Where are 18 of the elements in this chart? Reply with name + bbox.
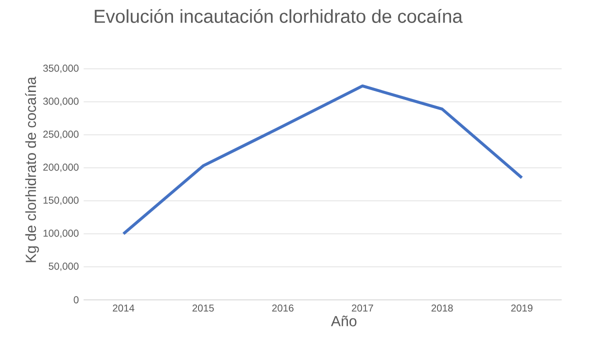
y-tick-label: 0	[74, 296, 79, 304]
y-tick-label: 350,000	[43, 64, 79, 73]
x-tick-label: 2017	[352, 304, 374, 312]
y-tick-label: 250,000	[43, 130, 79, 139]
x-tick-label: 2014	[112, 304, 134, 312]
y-axis-title: Kg de clorhidrato de cocaína	[25, 76, 39, 262]
x-tick-label: 2018	[432, 304, 453, 312]
y-tick-label: 150,000	[44, 196, 79, 205]
chart-title: Evolución incautación clorhidrato de cocaína	[94, 9, 463, 23]
line-series	[122, 84, 524, 236]
x-tick-label: 2016	[272, 304, 294, 312]
x-tick-label: 2019	[511, 304, 532, 312]
x-tick-label: 2015	[192, 304, 214, 312]
y-tick-label: 200,000	[43, 164, 79, 172]
y-tick-label: 100,000	[44, 230, 79, 238]
y-tick-label: 50,000	[48, 262, 79, 271]
y-tick-label: 300,000	[43, 98, 79, 106]
x-axis-title: Año	[330, 316, 356, 326]
